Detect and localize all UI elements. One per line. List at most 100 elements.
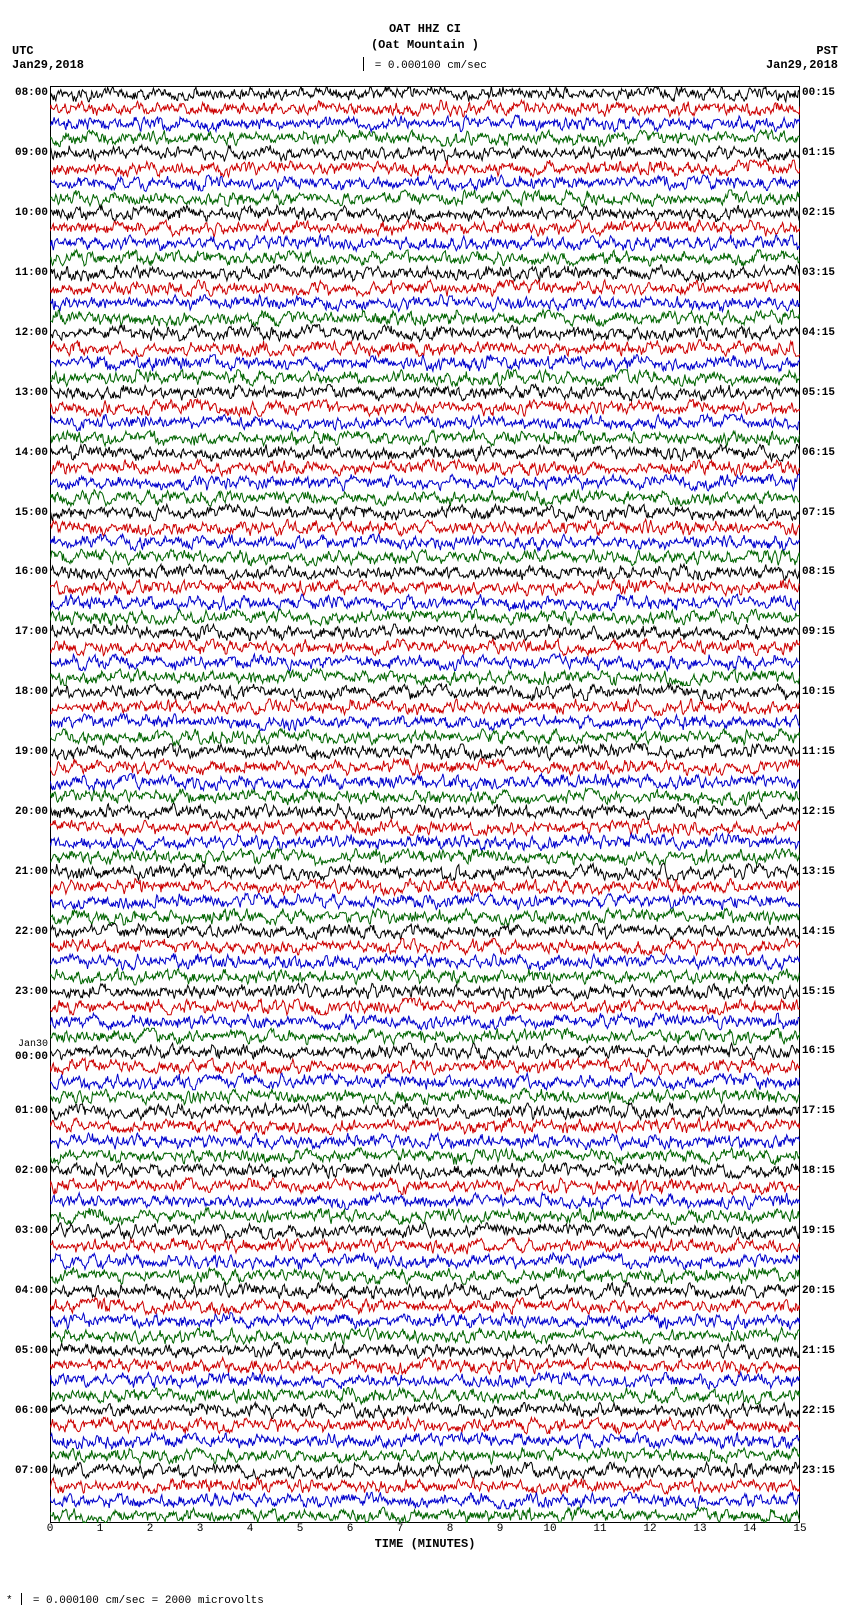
trace-line xyxy=(50,564,800,580)
trace-line xyxy=(50,804,800,820)
trace-line xyxy=(50,100,800,117)
x-tick: 10 xyxy=(543,1523,556,1535)
trace-line xyxy=(50,1447,800,1464)
trace-line xyxy=(50,1358,800,1375)
footer-note-text: = 0.000100 cm/sec = 2000 microvolts xyxy=(33,1595,264,1607)
trace-line xyxy=(50,1388,800,1405)
x-tick: 14 xyxy=(743,1523,756,1535)
right-hour-label: 18:15 xyxy=(802,1165,850,1177)
trace-line xyxy=(50,235,800,251)
trace-line xyxy=(50,939,800,955)
right-hour-label: 17:15 xyxy=(802,1105,850,1117)
left-hour-label: 05:00 xyxy=(0,1345,48,1357)
station-title-line1: OAT HHZ CI xyxy=(0,22,850,36)
header: OAT HHZ CI (Oat Mountain ) xyxy=(0,22,850,52)
right-date: Jan29,2018 xyxy=(766,58,838,72)
footer-scale-note: * = 0.000100 cm/sec = 2000 microvolts xyxy=(6,1594,264,1607)
trace-line xyxy=(50,729,800,746)
right-hour-text: 01:15 xyxy=(802,147,835,159)
x-tick: 7 xyxy=(397,1523,404,1535)
left-hour-label: 22:00 xyxy=(0,926,48,938)
x-tick: 4 xyxy=(247,1523,254,1535)
left-hour-label: 19:00 xyxy=(0,746,48,758)
left-hour-text: 17:00 xyxy=(15,626,48,638)
left-hour-text: 07:00 xyxy=(15,1465,48,1477)
left-hour-label: 14:00 xyxy=(0,447,48,459)
right-hour-text: 17:15 xyxy=(802,1105,835,1117)
trace-line xyxy=(50,1223,800,1239)
left-hour-label: 20:00 xyxy=(0,806,48,818)
trace-line xyxy=(50,370,800,386)
left-hour-text: 10:00 xyxy=(15,207,48,219)
right-hour-labels: 00:1501:1502:1503:1504:1505:1506:1507:15… xyxy=(800,86,850,1523)
left-hour-text: 12:00 xyxy=(15,327,48,339)
right-hour-text: 05:15 xyxy=(802,387,835,399)
right-hour-label: 03:15 xyxy=(802,267,850,279)
left-hour-label: 04:00 xyxy=(0,1285,48,1297)
left-hour-label: 03:00 xyxy=(0,1225,48,1237)
trace-line xyxy=(50,609,800,625)
trace-line xyxy=(50,879,800,896)
trace-line xyxy=(50,789,800,805)
seismic-traces xyxy=(50,86,800,1523)
left-hour-text: 16:00 xyxy=(15,566,48,578)
left-hour-label: 01:00 xyxy=(0,1105,48,1117)
left-hour-text: 06:00 xyxy=(15,1405,48,1417)
left-hour-text: 19:00 xyxy=(15,746,48,758)
trace-line xyxy=(50,1477,800,1494)
left-hour-text: 22:00 xyxy=(15,926,48,938)
trace-line xyxy=(50,1133,800,1149)
trace-line xyxy=(50,669,800,686)
x-tick: 3 xyxy=(197,1523,204,1535)
left-hour-text: 20:00 xyxy=(15,806,48,818)
trace-line xyxy=(50,385,800,402)
trace-line xyxy=(50,983,800,999)
trace-line xyxy=(50,1043,800,1059)
right-hour-label: 01:15 xyxy=(802,147,850,159)
left-hour-text: 14:00 xyxy=(15,447,48,459)
trace-line xyxy=(50,265,800,281)
trace-line xyxy=(50,1088,800,1104)
footer-scale-bar-icon xyxy=(21,1593,22,1605)
right-hour-text: 00:15 xyxy=(802,87,835,99)
left-hour-label: 15:00 xyxy=(0,507,48,519)
x-tick: 15 xyxy=(793,1523,806,1535)
trace-line xyxy=(50,340,800,357)
trace-line xyxy=(50,519,800,536)
trace-line xyxy=(50,594,800,611)
trace-line xyxy=(50,1148,800,1165)
trace-line xyxy=(50,1253,800,1270)
left-hour-text: 13:00 xyxy=(15,387,48,399)
trace-line xyxy=(50,1163,800,1180)
trace-line xyxy=(50,400,800,417)
right-hour-label: 21:15 xyxy=(802,1345,850,1357)
trace-line xyxy=(50,924,800,941)
right-hour-label: 12:15 xyxy=(802,806,850,818)
trace-line xyxy=(50,1298,800,1315)
right-hour-label: 20:15 xyxy=(802,1285,850,1297)
right-hour-label: 22:15 xyxy=(802,1405,850,1417)
trace-line xyxy=(50,1343,800,1360)
left-hour-text: 15:00 xyxy=(15,507,48,519)
left-hour-text: 00:00 xyxy=(15,1051,48,1063)
left-hour-label: 16:00 xyxy=(0,566,48,578)
right-hour-text: 19:15 xyxy=(802,1225,835,1237)
trace-line xyxy=(50,310,800,326)
right-hour-text: 04:15 xyxy=(802,327,835,339)
right-hour-text: 15:15 xyxy=(802,986,835,998)
left-hour-label: 11:00 xyxy=(0,267,48,279)
trace-line xyxy=(50,1013,800,1030)
trace-line xyxy=(50,1328,800,1344)
left-hour-label: 13:00 xyxy=(0,387,48,399)
right-hour-text: 12:15 xyxy=(802,806,835,818)
left-hour-text: 04:00 xyxy=(15,1285,48,1297)
x-tick: 1 xyxy=(97,1523,104,1535)
x-tick: 0 xyxy=(47,1523,54,1535)
trace-line xyxy=(50,849,800,865)
trace-line xyxy=(50,1058,800,1075)
trace-line xyxy=(50,744,800,760)
scale-bar-icon xyxy=(363,57,364,71)
trace-line xyxy=(50,624,800,641)
left-hour-label: 21:00 xyxy=(0,866,48,878)
right-hour-text: 21:15 xyxy=(802,1345,835,1357)
